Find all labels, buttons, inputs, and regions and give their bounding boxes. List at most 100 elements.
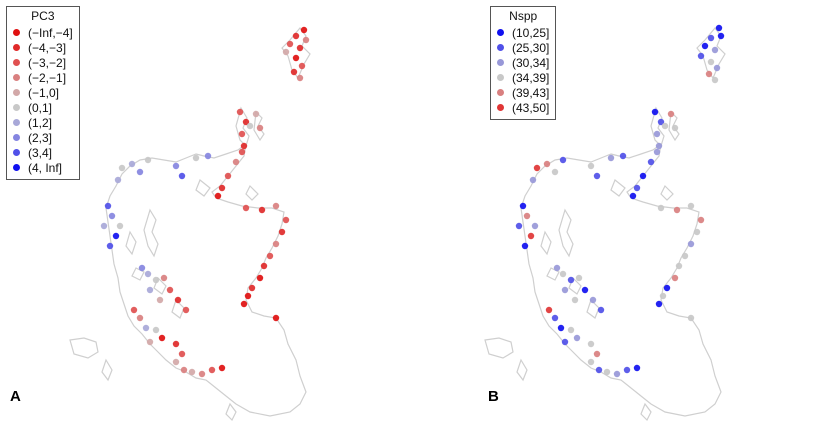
site-marker [629,192,637,200]
site-marker [595,366,603,374]
map-panel-b: Nspp (10,25] (25,30] (30,34] (34,39] (39,43]… [415,0,825,424]
site-marker [607,154,615,162]
site-marker [533,164,541,172]
site-marker [158,334,166,342]
legend-label: (25,30] [512,40,550,55]
site-marker [529,176,537,184]
coastline-segment [640,402,652,422]
legend-label: (−3,−2] [28,55,67,70]
coastline-segment [568,276,582,295]
site-marker [144,156,152,164]
site-marker [112,232,120,240]
legend-item: (−3,−2] [13,55,73,70]
legend-swatch [497,104,504,111]
site-marker [244,292,252,300]
site-marker [146,338,154,346]
site-marker [681,252,689,260]
site-marker [130,306,138,314]
site-marker [571,296,579,304]
legend-swatch [13,89,20,96]
site-marker [160,274,168,282]
site-marker [675,262,683,270]
site-marker [178,350,186,358]
legend-pc3: PC3 (−Inf,−4] (−4,−3] (−3,−2] (−2,−1] (−1,0]… [6,6,80,180]
coastline-segment [101,358,113,382]
site-marker [519,202,527,210]
legend-swatch [497,29,504,36]
site-marker [653,148,661,156]
site-marker [218,364,226,372]
site-marker [258,206,266,214]
site-marker [182,306,190,314]
legend-list: (10,25] (25,30] (30,34] (34,39] (39,43] (43,5… [497,25,549,115]
site-marker [687,314,695,322]
site-marker [711,76,719,84]
site-marker [573,334,581,342]
coastline-map-a [69,26,311,422]
coastline-segment [225,402,237,422]
coastline-segment [668,110,680,142]
site-marker [208,366,216,374]
site-marker [272,240,280,248]
site-marker [138,264,146,272]
site-marker [515,222,523,230]
site-marker [146,286,154,294]
coastline-segment [245,184,259,201]
site-marker [651,108,659,116]
site-marker [188,368,196,376]
site-marker [246,122,254,130]
site-marker [272,314,280,322]
legend-item: (39,43] [497,85,549,100]
site-marker [523,212,531,220]
site-marker [623,366,631,374]
site-marker [224,172,232,180]
site-marker [667,110,675,118]
coastline-segment [484,337,514,359]
legend-item: (1,2] [13,115,73,130]
site-marker [256,124,264,132]
site-marker [266,252,274,260]
legend-swatch [13,74,20,81]
legend-swatch [13,164,20,171]
site-marker [551,314,559,322]
site-marker [531,222,539,230]
site-marker [597,306,605,314]
coastline-segment [195,179,211,197]
legend-title: PC3 [31,9,55,23]
legend-swatch [497,74,504,81]
site-marker [292,32,300,40]
site-marker [166,286,174,294]
site-marker [142,324,150,332]
site-marker [242,204,250,212]
legend-swatch [13,104,20,111]
site-marker [172,358,180,366]
site-marker [108,212,116,220]
site-marker [100,222,108,230]
legend-label: (0,1] [28,100,53,115]
coastline-segment [69,337,99,359]
legend-label: (−4,−3] [28,40,67,55]
site-marker [152,276,160,284]
site-marker [657,118,665,126]
site-marker [551,168,559,176]
legend-label: (39,43] [512,85,550,100]
legend-swatch [497,59,504,66]
site-marker [593,350,601,358]
coastline-segment [171,298,185,319]
site-marker [296,44,304,52]
site-marker [278,228,286,236]
legend-title: Nspp [509,9,538,23]
site-marker [204,152,212,160]
site-marker [697,216,705,224]
site-marker [593,172,601,180]
legend-swatch [13,149,20,156]
site-marker [711,46,719,54]
survey-sites [515,24,725,378]
site-marker [603,368,611,376]
site-marker [156,296,164,304]
site-marker [192,154,200,162]
site-marker [559,270,567,278]
site-marker [575,274,583,282]
legend-item: (43,50] [497,100,549,115]
panel-label-b: B [488,388,499,405]
